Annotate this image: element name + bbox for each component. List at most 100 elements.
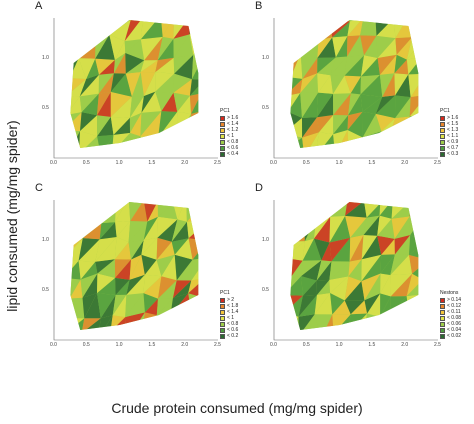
contour-patch: [141, 237, 158, 255]
legend-label: < 0.6: [227, 327, 239, 333]
contour-patch: [350, 217, 367, 238]
legend-entry: < 0.04: [440, 327, 461, 333]
contour-patch: [98, 73, 114, 94]
contour-patch: [333, 93, 351, 116]
contour-patch: [109, 20, 131, 42]
x-tick-label: 0.0: [50, 342, 57, 348]
legend-label: > 2: [227, 297, 235, 303]
contour-patch: [109, 34, 125, 60]
legend-label: < 0.4: [227, 151, 239, 157]
legend-swatch: [220, 121, 225, 127]
contour-patch: [114, 237, 129, 260]
legend-swatch: [440, 309, 445, 315]
legend-entry: < 1.8: [220, 303, 238, 309]
contour-patch: [360, 74, 383, 97]
x-tick-label: 0.5: [302, 160, 310, 166]
contour-patch: [99, 222, 117, 240]
legend-label: < 0.8: [227, 139, 239, 145]
contour-patch: [174, 132, 191, 148]
contour-patch: [316, 260, 332, 281]
contour-patch: [363, 215, 380, 236]
contour-patch: [290, 202, 304, 223]
legend-title: PC1: [220, 108, 230, 114]
contour-patch: [70, 297, 85, 319]
contour-patch: [302, 57, 318, 79]
contour-patch: [396, 37, 413, 60]
contour-patch: [361, 55, 378, 77]
contour-patch: [380, 254, 395, 275]
contour-patch: [155, 57, 174, 73]
contour-patch: [300, 73, 319, 93]
contour-patch: [78, 260, 96, 280]
contour-patch: [177, 111, 192, 135]
contour-patch: [394, 235, 411, 255]
contour-patch: [290, 53, 303, 79]
contour-fill: [290, 20, 419, 148]
contour-patch: [377, 38, 397, 58]
contour-patch: [70, 96, 80, 115]
contour-patch: [95, 237, 117, 262]
legend-label: < 1.5: [447, 121, 459, 127]
contour-patch: [360, 94, 383, 112]
contour-patch: [95, 237, 117, 262]
legend-swatch: [220, 297, 225, 303]
panel-letter: A: [35, 0, 43, 12]
contour-patch: [317, 115, 334, 133]
contour-patch: [377, 218, 395, 239]
panel-d: D 0.0 0.5 1.0 1.5 2.0 2.5 0.5 1.0 Nestons > 0.14 < …: [255, 182, 474, 370]
contour-patch: [130, 112, 142, 137]
legend-label: < 0.9: [447, 139, 459, 145]
contour-patch: [390, 116, 410, 134]
contour-patch: [300, 92, 319, 118]
contour-patch: [363, 215, 380, 235]
contour-patch: [70, 96, 82, 115]
legend-swatch: [440, 121, 445, 127]
contour-patch: [376, 35, 396, 58]
legend-swatch: [440, 315, 445, 321]
contour-patch: [301, 260, 322, 277]
contour-patch: [380, 293, 391, 317]
contour-patch: [78, 239, 100, 262]
legend-swatch: [440, 297, 445, 303]
contour-patch: [302, 238, 322, 261]
contour-patch: [348, 94, 363, 116]
legend-swatch: [440, 151, 445, 157]
contour-patch: [381, 238, 395, 255]
contour-patch: [81, 93, 99, 116]
contour-patch: [407, 130, 419, 148]
contour-patch: [364, 35, 378, 58]
contour-patch: [173, 34, 194, 58]
legend-swatch: [220, 115, 225, 121]
legend-entry: < 0.08: [440, 315, 461, 321]
legend-swatch: [440, 145, 445, 151]
contour-patch: [376, 131, 391, 148]
contour-patch: [143, 216, 158, 241]
contour-patch: [155, 57, 175, 74]
legend-label: < 1: [227, 315, 235, 321]
legend-label: < 0.3: [447, 151, 459, 157]
legend-label: < 0.08: [447, 315, 462, 321]
contour-patch: [70, 20, 84, 35]
legend-entry: < 0.12: [440, 303, 461, 309]
contour-patch: [171, 219, 187, 242]
contour-patch: [156, 298, 173, 316]
contour-patch: [140, 136, 159, 148]
contour-patch: [375, 113, 395, 132]
legend-entry: > 2: [220, 297, 238, 303]
contour-patch: [186, 135, 199, 148]
contour-patch: [300, 73, 318, 93]
contour-patch: [298, 314, 315, 330]
y-tick-label: 1.0: [42, 237, 49, 243]
contour-patch: [314, 238, 330, 261]
contour-patch: [314, 216, 331, 243]
legend-label: < 1.4: [227, 309, 239, 315]
contour-patch: [83, 202, 102, 224]
contour-patch: [302, 238, 314, 261]
contour-patch: [316, 261, 332, 281]
contour-patch: [381, 314, 395, 330]
contour-patch: [189, 79, 199, 96]
x-tick-label: 2.5: [434, 160, 441, 166]
legend-entry: < 1: [220, 133, 238, 139]
y-tick-label: 0.5: [262, 105, 269, 111]
legend-label: < 1.3: [447, 127, 459, 133]
